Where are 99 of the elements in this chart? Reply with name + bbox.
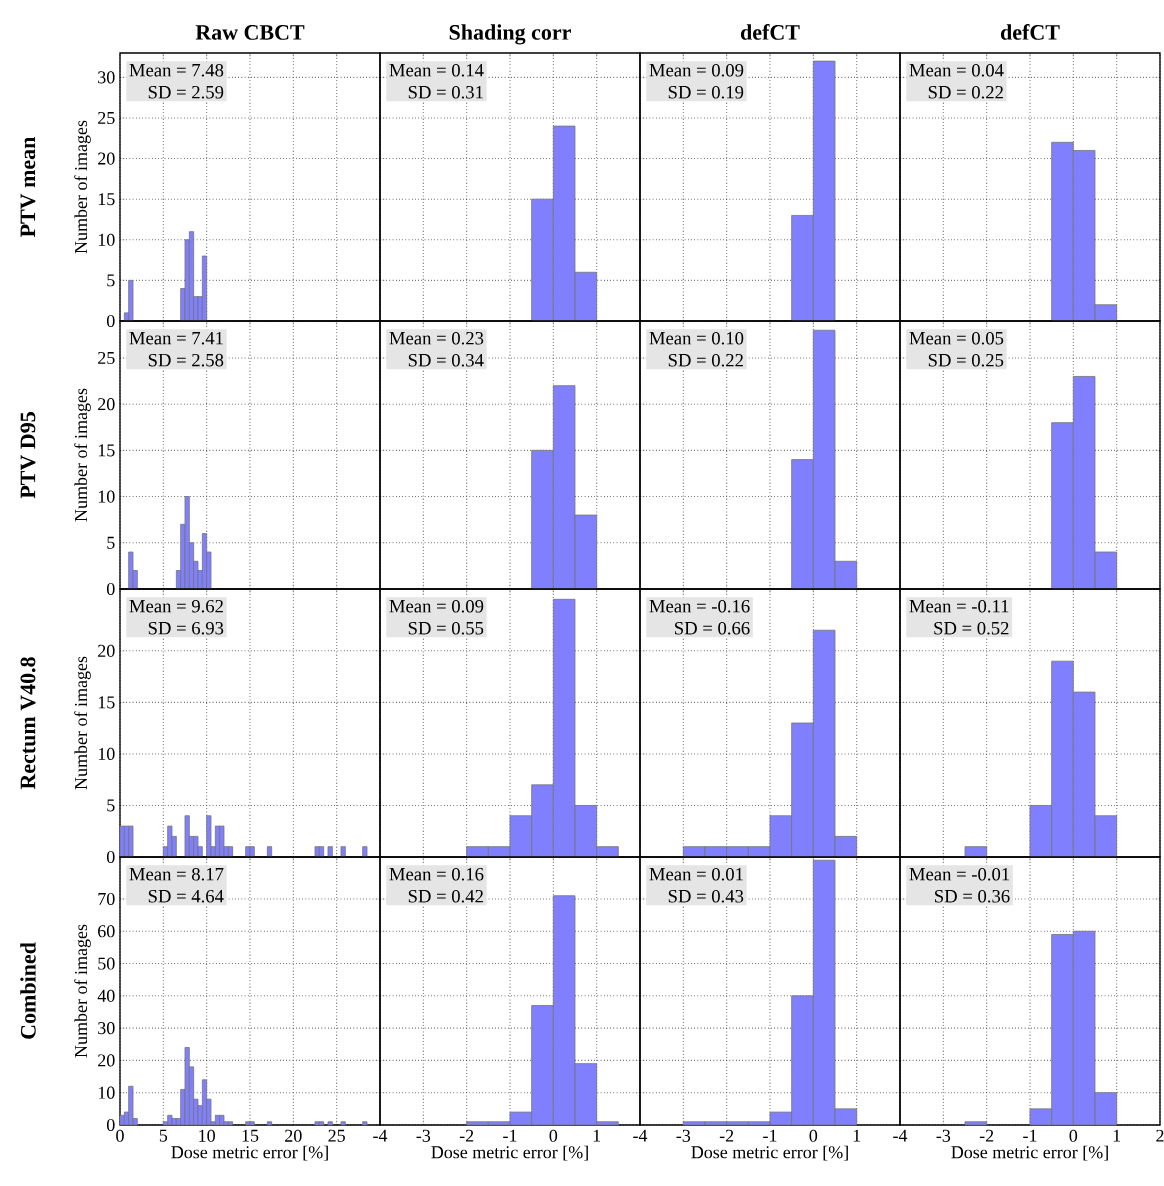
annotation: Mean = 9.62 [129,599,223,613]
y-tick-label: 0 [106,850,115,864]
y-tick-label: 25 [98,351,115,364]
y-tick-label: 0 [106,582,115,596]
annotation: SD = 0.22 [668,353,743,367]
y-tick-label: 60 [98,925,115,938]
x-tick-label: 20 [285,1129,302,1142]
y-tick-label: 20 [98,1054,115,1067]
annotation: Mean = 7.41 [129,331,223,345]
x-tick-label: 1 [1113,1129,1121,1142]
x-tick-label: -3 [676,1129,691,1142]
y-tick-label: 20 [98,152,115,165]
x-tick-label: -1 [763,1129,777,1142]
annotation: SD = 0.43 [668,889,744,903]
annotation: Mean = 0.01 [649,867,743,881]
x-tick-label: 0 [116,1129,124,1142]
annotation: Mean = -0.16 [649,599,750,613]
y-tick-label: 70 [98,892,115,906]
annotation: Mean = -0.01 [909,867,1010,881]
y-tick-label: 10 [98,747,115,760]
y-tick-label: 0 [106,314,115,328]
y-tick-label: 30 [98,71,115,84]
chart-title: Shading corr [449,24,571,45]
chart-title: defCT [1000,24,1060,40]
annotation: SD = 6.93 [148,621,224,635]
annotation: Mean = 0.14 [389,63,484,77]
x-tick-label: 5 [159,1129,168,1142]
y-tick-label: 10 [98,1086,115,1099]
y-tick-label: 30 [98,1022,115,1035]
y-tick-label: 5 [107,536,115,549]
annotation: Mean = 0.16 [389,867,484,881]
annotation: Mean = 0.05 [909,331,1004,345]
chart-title: defCT [740,24,800,40]
x-axis-title: Dose metric error [%] [951,1145,1108,1161]
annotation: SD = 0.66 [675,621,750,635]
y-tick-label: 5 [107,274,115,287]
annotation: SD = 2.59 [148,85,224,99]
x-tick-label: -3 [416,1129,431,1142]
x-tick-label: -1 [1023,1129,1037,1142]
chart-title: Raw CBCT [195,25,305,40]
annotation: SD = 0.19 [668,85,744,99]
annotation: Mean = 0.09 [389,599,484,613]
y-tick-label: 0 [106,1118,115,1132]
y-tick-label: 40 [97,989,115,1002]
x-tick-label: 0 [1069,1129,1078,1142]
x-tick-label: -4 [373,1129,388,1142]
y-tick-label: 15 [98,444,115,457]
annotation: SD = 0.31 [408,85,483,99]
x-tick-label: 10 [199,1129,215,1142]
text: Combined [20,942,36,1039]
text: PTV D95 [20,412,36,499]
x-tick-label: 1 [593,1129,601,1142]
annotation: SD = 0.25 [928,353,1004,367]
y-tick-label: 20 [98,644,115,657]
y-tick-label: 10 [98,233,115,246]
annotation: SD = 0.42 [408,889,483,903]
x-axis-title: Dose metric error [%] [431,1145,588,1161]
annotation: Mean = 0.23 [389,331,484,345]
x-tick-label: 0 [549,1129,558,1142]
x-tick-label: 2 [1156,1129,1164,1142]
y-axis-title: Number of images [74,924,91,1058]
y-tick-label: 5 [107,799,115,812]
x-tick-label: -3 [936,1129,951,1142]
y-axis-title: Number of images [74,388,91,522]
x-axis-title: Dose metric error [%] [691,1145,848,1161]
annotation: SD = 0.22 [928,85,1003,99]
text: PTV mean [20,136,36,238]
x-tick-label: -2 [719,1129,734,1142]
x-tick-label: -2 [459,1129,474,1142]
annotation: Mean = 0.09 [649,63,744,77]
x-tick-label: 15 [242,1129,259,1142]
y-tick-label: 25 [98,111,115,124]
y-tick-label: 10 [98,490,115,503]
x-tick-label: 0 [809,1129,818,1142]
y-tick-label: 15 [98,696,115,709]
y-tick-label: 20 [98,398,115,411]
text: Rectum V40.8 [20,657,36,790]
annotation: SD = 0.36 [935,889,1010,903]
annotation: Mean = -0.11 [909,599,1009,613]
annotation: Mean = 0.04 [909,63,1004,77]
x-tick-label: -1 [503,1129,517,1142]
annotation: SD = 0.34 [408,353,484,367]
annotation: Mean = 7.48 [129,63,224,77]
annotation: SD = 0.55 [408,621,484,635]
annotation: SD = 2.58 [148,353,224,367]
y-axis-title: Number of images [74,120,91,254]
x-axis-title: Dose metric error [%] [171,1145,328,1161]
y-tick-label: 15 [98,193,115,206]
x-tick-label: -2 [979,1129,994,1142]
annotation: Mean = 8.17 [129,867,224,881]
x-tick-label: -4 [893,1129,908,1142]
x-tick-label: 25 [328,1129,345,1142]
annotation: SD = 0.52 [934,621,1009,635]
y-axis-title: Number of images [74,656,91,790]
x-tick-label: 1 [853,1129,861,1142]
annotation: SD = 4.64 [148,889,224,903]
x-tick-label: -4 [633,1129,648,1142]
annotation: Mean = 0.10 [649,331,744,345]
y-tick-label: 50 [98,957,115,970]
